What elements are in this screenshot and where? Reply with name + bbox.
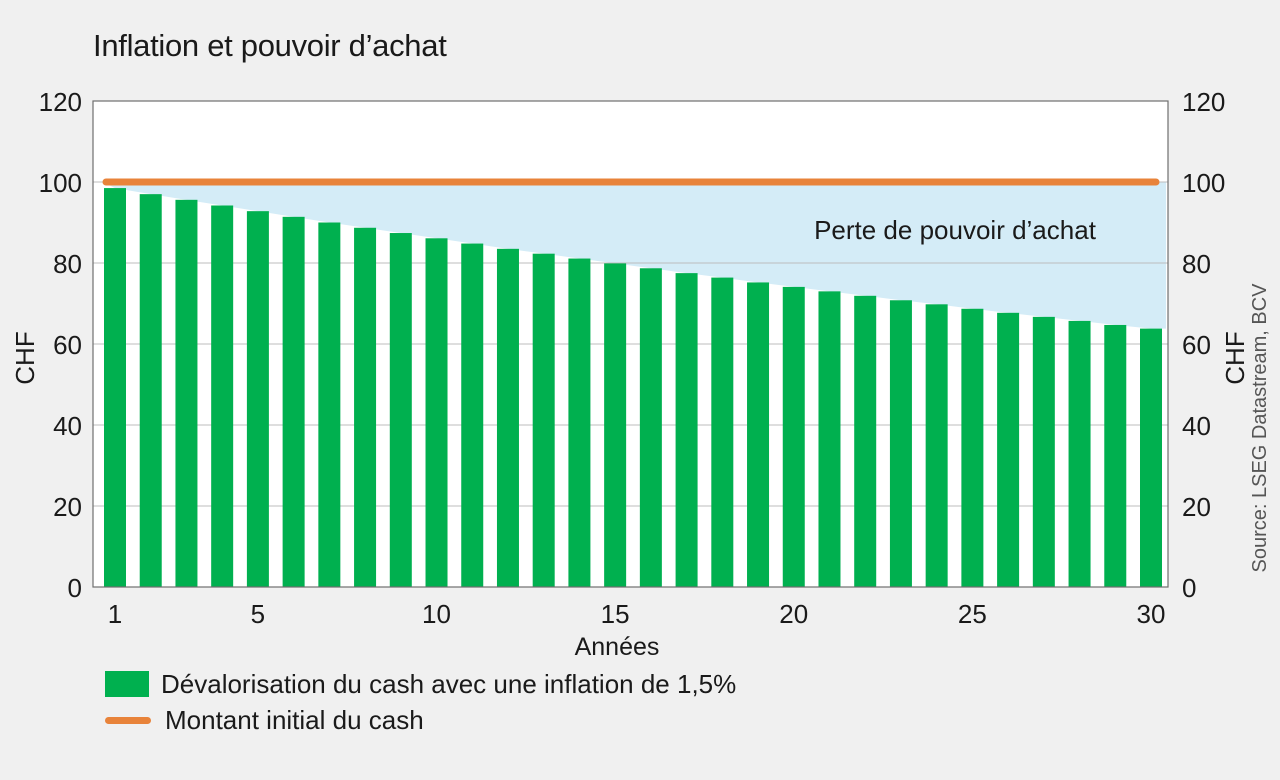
y-axis-label-right: CHF bbox=[1220, 331, 1250, 384]
y-tick-label-right: 100 bbox=[1182, 168, 1225, 198]
bar bbox=[961, 308, 984, 587]
source-note: Source: LSEG Datastream, BCV bbox=[1249, 283, 1271, 573]
bar bbox=[782, 286, 805, 587]
y-tick-label-left: 100 bbox=[39, 168, 82, 198]
plot-frame bbox=[92, 100, 1169, 588]
y-tick-label-left: 0 bbox=[68, 573, 82, 603]
y-tick-label-right: 20 bbox=[1182, 492, 1211, 522]
bar bbox=[675, 273, 698, 587]
bar bbox=[532, 253, 555, 587]
y-tick-label-right: 80 bbox=[1182, 249, 1211, 279]
bar bbox=[1032, 316, 1055, 587]
y-tick-label-right: 120 bbox=[1182, 87, 1225, 117]
bar bbox=[568, 258, 591, 587]
x-axis-label: Années bbox=[575, 633, 660, 661]
y-tick-label-right: 0 bbox=[1182, 573, 1196, 603]
legend-item-line: Montant initial du cash bbox=[105, 702, 736, 738]
bar bbox=[139, 194, 162, 587]
legend-label-bars: Dévalorisation du cash avec une inflatio… bbox=[161, 668, 737, 699]
loss-area bbox=[103, 182, 1166, 329]
bar bbox=[318, 222, 341, 587]
bar bbox=[246, 211, 269, 587]
x-tick-label: 25 bbox=[958, 599, 987, 629]
x-tick-label: 5 bbox=[251, 599, 265, 629]
chart-title: Inflation et pouvoir d’achat bbox=[93, 28, 447, 63]
y-axis-right: 0 20 40 60 80 100 120 bbox=[1182, 87, 1225, 603]
y-tick-label-right: 40 bbox=[1182, 411, 1211, 441]
bar bbox=[211, 205, 234, 588]
bar bbox=[282, 216, 305, 587]
legend-swatch-line bbox=[105, 716, 151, 724]
bar bbox=[925, 304, 948, 587]
bar bbox=[854, 295, 877, 587]
bar bbox=[747, 282, 770, 587]
bar bbox=[104, 188, 126, 587]
bar bbox=[175, 199, 198, 587]
x-tick-label: 30 bbox=[1137, 599, 1166, 629]
y-axis-label-left: CHF bbox=[10, 331, 40, 384]
bar bbox=[997, 312, 1020, 587]
legend-swatch-bars bbox=[105, 671, 149, 697]
y-tick-label-left: 40 bbox=[53, 411, 82, 441]
bar bbox=[389, 233, 412, 587]
x-tick-label: 10 bbox=[422, 599, 451, 629]
y-tick-label-right: 60 bbox=[1182, 330, 1211, 360]
x-tick-label: 15 bbox=[601, 599, 630, 629]
legend-label-line: Montant initial du cash bbox=[165, 704, 424, 735]
bar bbox=[425, 238, 448, 588]
y-tick-label-left: 60 bbox=[53, 330, 82, 360]
y-tick-label-left: 120 bbox=[39, 87, 82, 117]
y-axis-left: 0 20 40 60 80 100 120 bbox=[39, 87, 82, 603]
bar bbox=[889, 300, 912, 587]
bar bbox=[354, 227, 377, 587]
bar bbox=[639, 268, 662, 587]
bar bbox=[711, 277, 734, 587]
x-tick-label: 20 bbox=[779, 599, 808, 629]
bar bbox=[496, 248, 519, 587]
bar bbox=[1104, 324, 1127, 587]
x-tick-label: 1 bbox=[108, 599, 122, 629]
bar bbox=[604, 263, 627, 587]
x-axis: 1 5 10 15 20 25 30 bbox=[108, 599, 1166, 629]
y-tick-label-left: 20 bbox=[53, 492, 82, 522]
bar bbox=[461, 243, 484, 587]
bar bbox=[1140, 328, 1162, 587]
annotation-loss: Perte de pouvoir d’achat bbox=[814, 215, 1097, 245]
legend: Dévalorisation du cash avec une inflatio… bbox=[105, 666, 736, 738]
y-tick-label-left: 80 bbox=[53, 249, 82, 279]
legend-item-bars: Dévalorisation du cash avec une inflatio… bbox=[105, 666, 736, 702]
bar bbox=[1068, 320, 1091, 587]
bar bbox=[818, 291, 841, 587]
bars bbox=[104, 188, 1162, 588]
